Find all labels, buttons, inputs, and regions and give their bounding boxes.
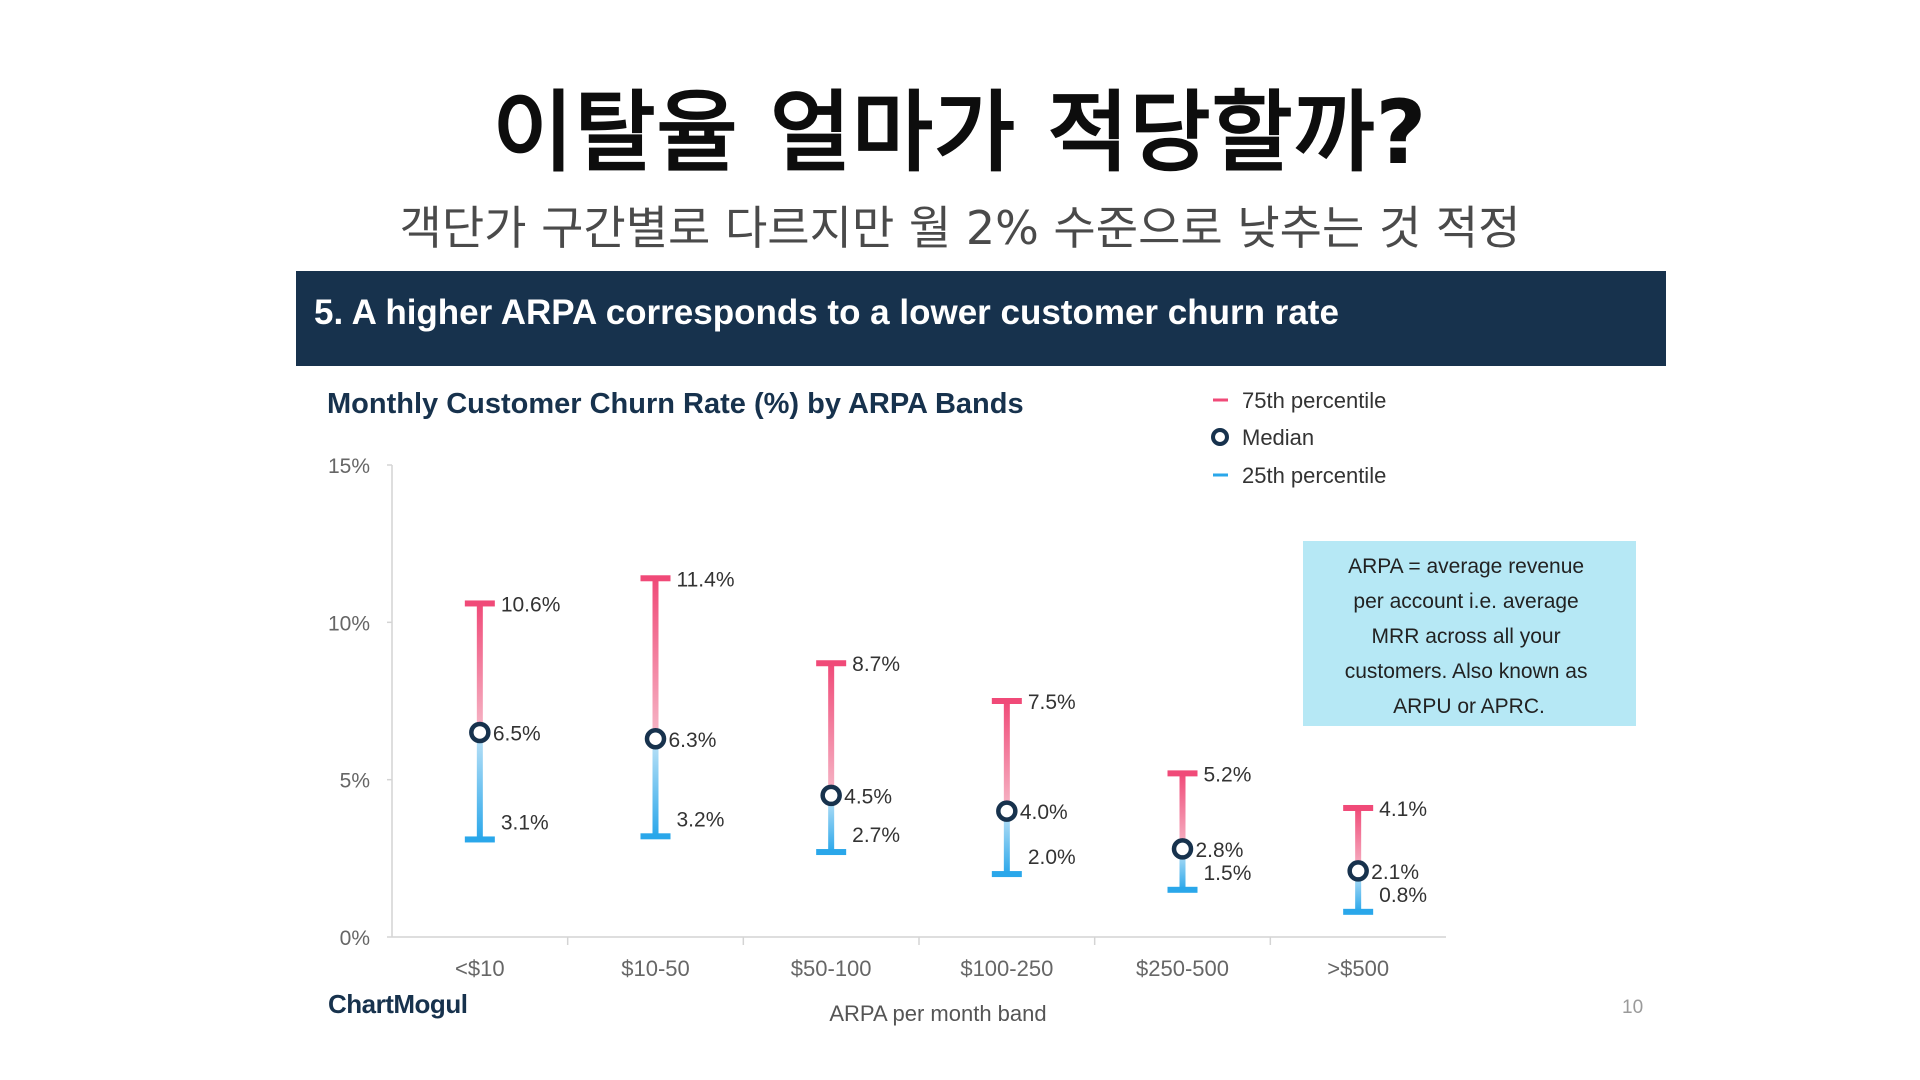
median-label: 2.8% xyxy=(1196,839,1244,862)
slide-header: 5. A higher ARPA corresponds to a lower … xyxy=(296,271,1666,366)
p25-cap xyxy=(640,833,671,840)
x-tick-label: $10-50 xyxy=(621,956,690,981)
x-tick-label: >$500 xyxy=(1327,956,1389,981)
p25-cap xyxy=(991,871,1022,878)
p25-cap xyxy=(464,836,495,843)
chart-legend: 75th percentile Median 25th percentile xyxy=(1211,388,1386,488)
legend-label-median: Median xyxy=(1242,425,1314,450)
slide-header-text: 5. A higher ARPA corresponds to a lower … xyxy=(314,293,1339,332)
p75-cap xyxy=(464,600,495,607)
p75-cap xyxy=(1343,804,1374,811)
p75-label: 7.5% xyxy=(1028,691,1076,714)
p25-cap xyxy=(1343,908,1374,915)
upper-range-bar xyxy=(1179,773,1186,849)
upper-range-bar xyxy=(828,663,835,796)
page-title: 이탈율 얼마가 적당할까? xyxy=(492,81,1428,184)
page-subtitle: 객단가 구간별로 다르지만 월 2% 수준으로 낮추는 것 적정 xyxy=(399,201,1521,255)
arpa-note-text: ARPA = average revenue per account i.e. … xyxy=(1345,555,1594,718)
median-point xyxy=(644,728,667,750)
y-tick-label: 15% xyxy=(328,455,370,478)
upper-range-bar xyxy=(1355,807,1362,871)
p25-cap xyxy=(1167,886,1198,893)
p25-label: 3.1% xyxy=(501,811,549,834)
arpa-note-line: customers. Also known as xyxy=(1345,660,1588,683)
lower-range-bar xyxy=(1179,848,1186,890)
median-point xyxy=(820,784,842,807)
arpa-note-line: ARPA = average revenue xyxy=(1348,555,1584,578)
x-tick-label: $50-100 xyxy=(791,956,872,981)
y-tick-label: 5% xyxy=(340,770,370,793)
y-tick-labels: 0% 5% 10% 15% xyxy=(328,455,392,950)
median-label: 4.0% xyxy=(1020,801,1068,824)
p75-label: 11.4% xyxy=(677,568,735,591)
p25-label: 1.5% xyxy=(1204,862,1252,885)
p75-label: 10.6% xyxy=(501,593,561,616)
upper-range-bar xyxy=(476,603,483,733)
x-axis-label: ARPA per month band xyxy=(829,1001,1046,1026)
arpa-note-line: per account i.e. average xyxy=(1353,590,1578,613)
lower-range-bar xyxy=(476,732,483,840)
x-tick-label: $250-500 xyxy=(1136,956,1229,981)
y-tick-label: 0% xyxy=(340,927,370,950)
p75-label: 5.2% xyxy=(1204,763,1252,786)
median-point xyxy=(996,800,1018,822)
y-tick-label: 10% xyxy=(328,612,370,635)
arpa-note-line: MRR across all your xyxy=(1372,625,1561,648)
p75-cap xyxy=(640,575,671,582)
arpa-note-line: ARPU or APRC. xyxy=(1393,695,1545,718)
p25-cap xyxy=(816,849,847,856)
legend-label-25th: 25th percentile xyxy=(1242,463,1386,488)
x-tick-labels: <$10 $10-50 $50-100 $100-250 $250-500 >$500 xyxy=(455,937,1389,981)
chartmogul-logo: ChartMogul xyxy=(328,989,468,1019)
p75-label: 8.7% xyxy=(852,653,900,676)
lower-range-bar xyxy=(652,738,659,837)
chart-title: Monthly Customer Churn Rate (%) by ARPA … xyxy=(327,388,1024,420)
median-point xyxy=(469,721,491,744)
median-label: 4.5% xyxy=(844,785,892,808)
median-label: 6.3% xyxy=(669,729,717,752)
lower-range-bar xyxy=(1003,811,1010,875)
median-label: 6.5% xyxy=(493,722,541,745)
lower-range-bar xyxy=(828,795,835,853)
legend-swatch-median xyxy=(1211,428,1229,446)
p75-cap xyxy=(816,660,847,667)
upper-range-bar xyxy=(1003,701,1010,812)
p75-label: 4.1% xyxy=(1379,798,1427,821)
range-marks: 10.6% 6.5% 3.1% 11.4% 6.3% 3.2% 8.7% 4.5% 2.7% 7.… xyxy=(464,568,1427,915)
legend-label-75th: 75th percentile xyxy=(1242,388,1386,413)
p25-label: 0.8% xyxy=(1379,884,1427,907)
page-number: 10 xyxy=(1622,997,1644,1018)
x-tick-label: <$10 xyxy=(455,956,505,981)
p75-cap xyxy=(1167,770,1198,777)
p25-label: 3.2% xyxy=(677,808,725,831)
p25-label: 2.7% xyxy=(852,824,900,847)
arpa-note-box xyxy=(1303,541,1636,726)
lower-range-bar xyxy=(1355,870,1362,912)
median-point xyxy=(1347,860,1369,882)
x-tick-label: $100-250 xyxy=(960,956,1053,981)
upper-range-bar xyxy=(652,578,659,739)
p25-label: 2.0% xyxy=(1028,846,1076,869)
median-point xyxy=(1171,838,1194,860)
p75-cap xyxy=(991,698,1022,704)
median-label: 2.1% xyxy=(1371,861,1419,884)
